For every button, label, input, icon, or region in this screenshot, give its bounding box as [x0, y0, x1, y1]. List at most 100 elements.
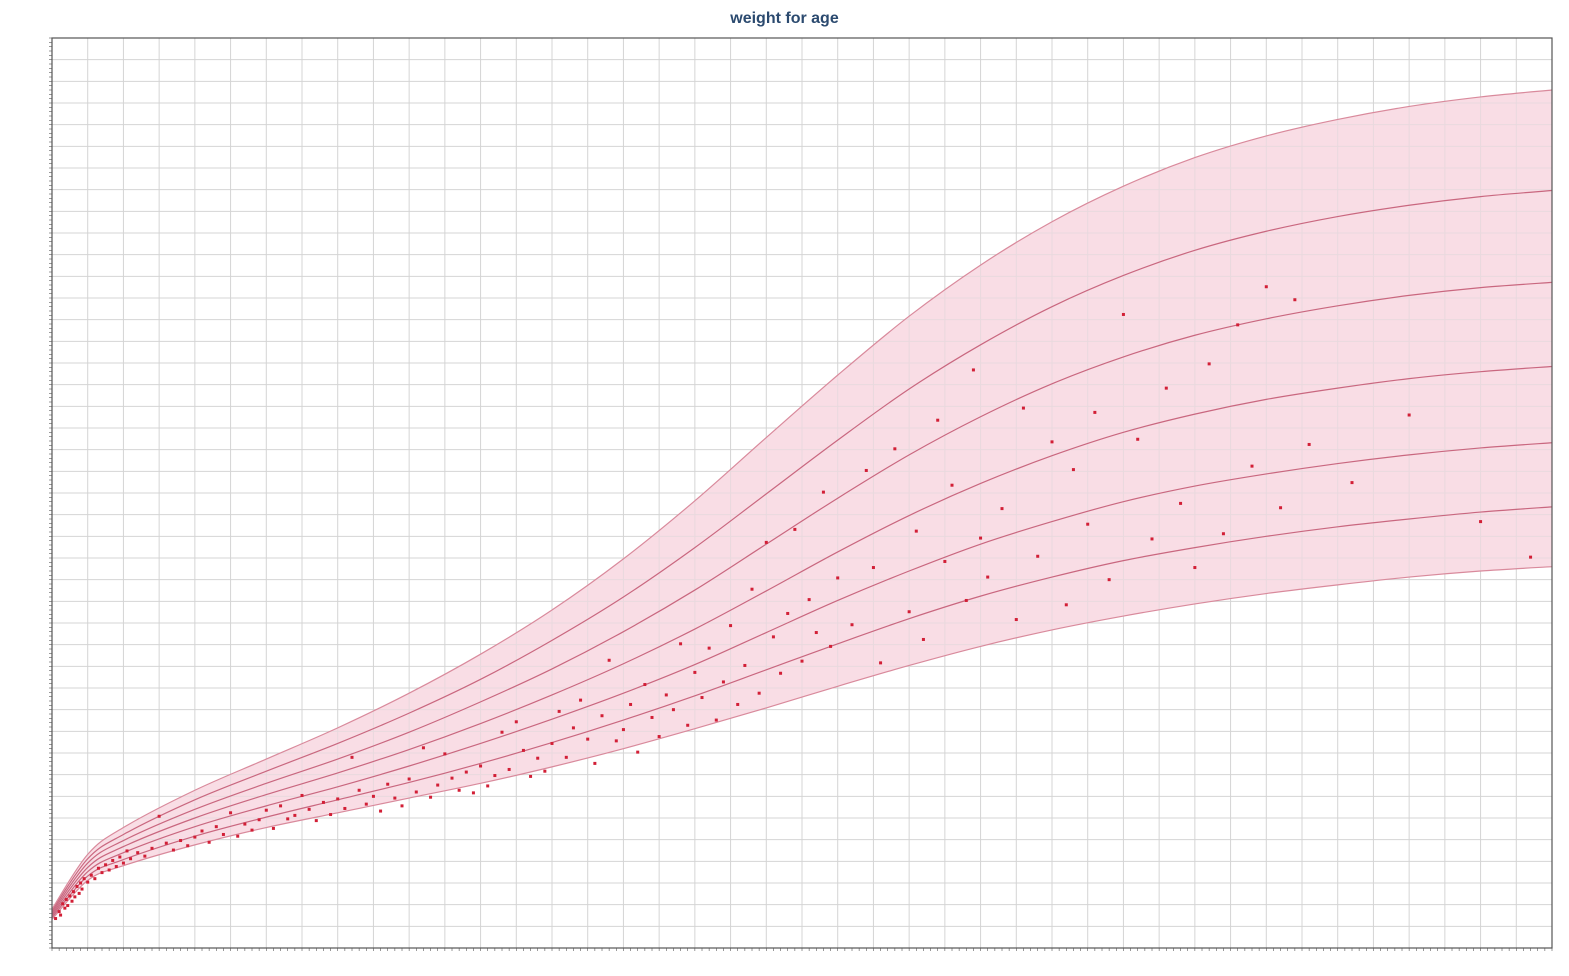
data-point — [321, 800, 325, 804]
data-point — [250, 828, 254, 832]
data-point — [557, 709, 561, 713]
data-point — [493, 774, 497, 778]
data-point — [414, 790, 418, 794]
data-point — [864, 468, 868, 472]
data-point — [164, 841, 168, 845]
data-point — [264, 808, 268, 812]
data-point — [764, 540, 768, 544]
data-point — [1221, 532, 1225, 536]
data-point — [71, 890, 75, 894]
data-point — [70, 899, 74, 903]
data-point — [657, 735, 661, 739]
data-point — [850, 623, 854, 627]
data-point — [1264, 285, 1268, 289]
data-point — [979, 536, 983, 540]
data-point — [329, 813, 333, 817]
data-point — [157, 814, 161, 818]
data-point — [293, 813, 297, 817]
data-point — [571, 726, 575, 730]
data-point — [471, 791, 475, 795]
data-point — [586, 737, 590, 741]
data-point — [500, 730, 504, 734]
data-point — [193, 835, 197, 839]
data-point — [82, 877, 86, 881]
data-point — [393, 796, 397, 800]
data-point — [1050, 440, 1054, 444]
data-point — [79, 881, 83, 885]
data-point — [479, 764, 483, 768]
data-point — [693, 670, 697, 674]
data-point — [300, 793, 304, 797]
data-point — [286, 817, 290, 821]
data-point — [600, 714, 604, 718]
data-point — [950, 483, 954, 487]
data-point — [714, 718, 718, 722]
data-point — [614, 739, 618, 743]
data-point — [643, 683, 647, 687]
data-point — [107, 868, 111, 872]
data-point — [279, 804, 283, 808]
data-point — [1407, 413, 1411, 417]
data-point — [986, 575, 990, 579]
data-point — [257, 818, 261, 822]
data-point — [1307, 442, 1311, 446]
data-point — [379, 809, 383, 813]
percentile-curve — [51, 365, 1553, 915]
data-point — [800, 659, 804, 663]
data-point — [457, 788, 461, 792]
data-point — [118, 855, 122, 859]
data-point — [664, 693, 668, 697]
data-point — [1036, 554, 1040, 558]
data-point — [443, 752, 447, 756]
data-point — [307, 807, 311, 811]
data-point — [80, 887, 84, 891]
data-point — [893, 447, 897, 451]
data-point — [1179, 501, 1183, 505]
data-point — [357, 788, 361, 792]
data-point — [1350, 481, 1354, 485]
data-point — [564, 755, 568, 759]
data-point — [371, 794, 375, 798]
chart-title: weight for age — [730, 10, 839, 27]
data-point — [1064, 603, 1068, 607]
data-point — [729, 624, 733, 628]
data-point — [871, 566, 875, 570]
data-point — [464, 770, 468, 774]
data-point — [721, 680, 725, 684]
data-point — [364, 802, 368, 806]
data-point — [229, 811, 233, 815]
data-point — [171, 848, 175, 852]
data-point — [243, 822, 247, 826]
data-point — [129, 857, 133, 861]
data-point — [1093, 410, 1097, 414]
data-point — [807, 598, 811, 602]
data-point — [350, 755, 354, 759]
percentile-curve — [51, 566, 1553, 920]
data-point — [636, 750, 640, 754]
data-point — [829, 644, 833, 648]
data-point — [86, 880, 90, 884]
data-point — [386, 782, 390, 786]
data-point — [814, 631, 818, 635]
data-point — [700, 696, 704, 700]
data-point — [100, 871, 104, 875]
data-point — [821, 490, 825, 494]
data-point — [1207, 362, 1211, 366]
data-point — [236, 834, 240, 838]
data-point — [971, 368, 975, 372]
data-point — [743, 663, 747, 667]
data-point — [1086, 522, 1090, 526]
data-point — [1164, 386, 1168, 390]
data-point — [521, 748, 525, 752]
data-point — [207, 840, 211, 844]
data-point — [1071, 468, 1075, 472]
data-point — [607, 658, 611, 662]
data-point — [96, 866, 100, 870]
data-point — [450, 776, 454, 780]
data-point — [750, 587, 754, 591]
data-point — [836, 576, 840, 580]
data-point — [579, 698, 583, 702]
data-point — [1107, 578, 1111, 582]
data-point — [936, 418, 940, 422]
